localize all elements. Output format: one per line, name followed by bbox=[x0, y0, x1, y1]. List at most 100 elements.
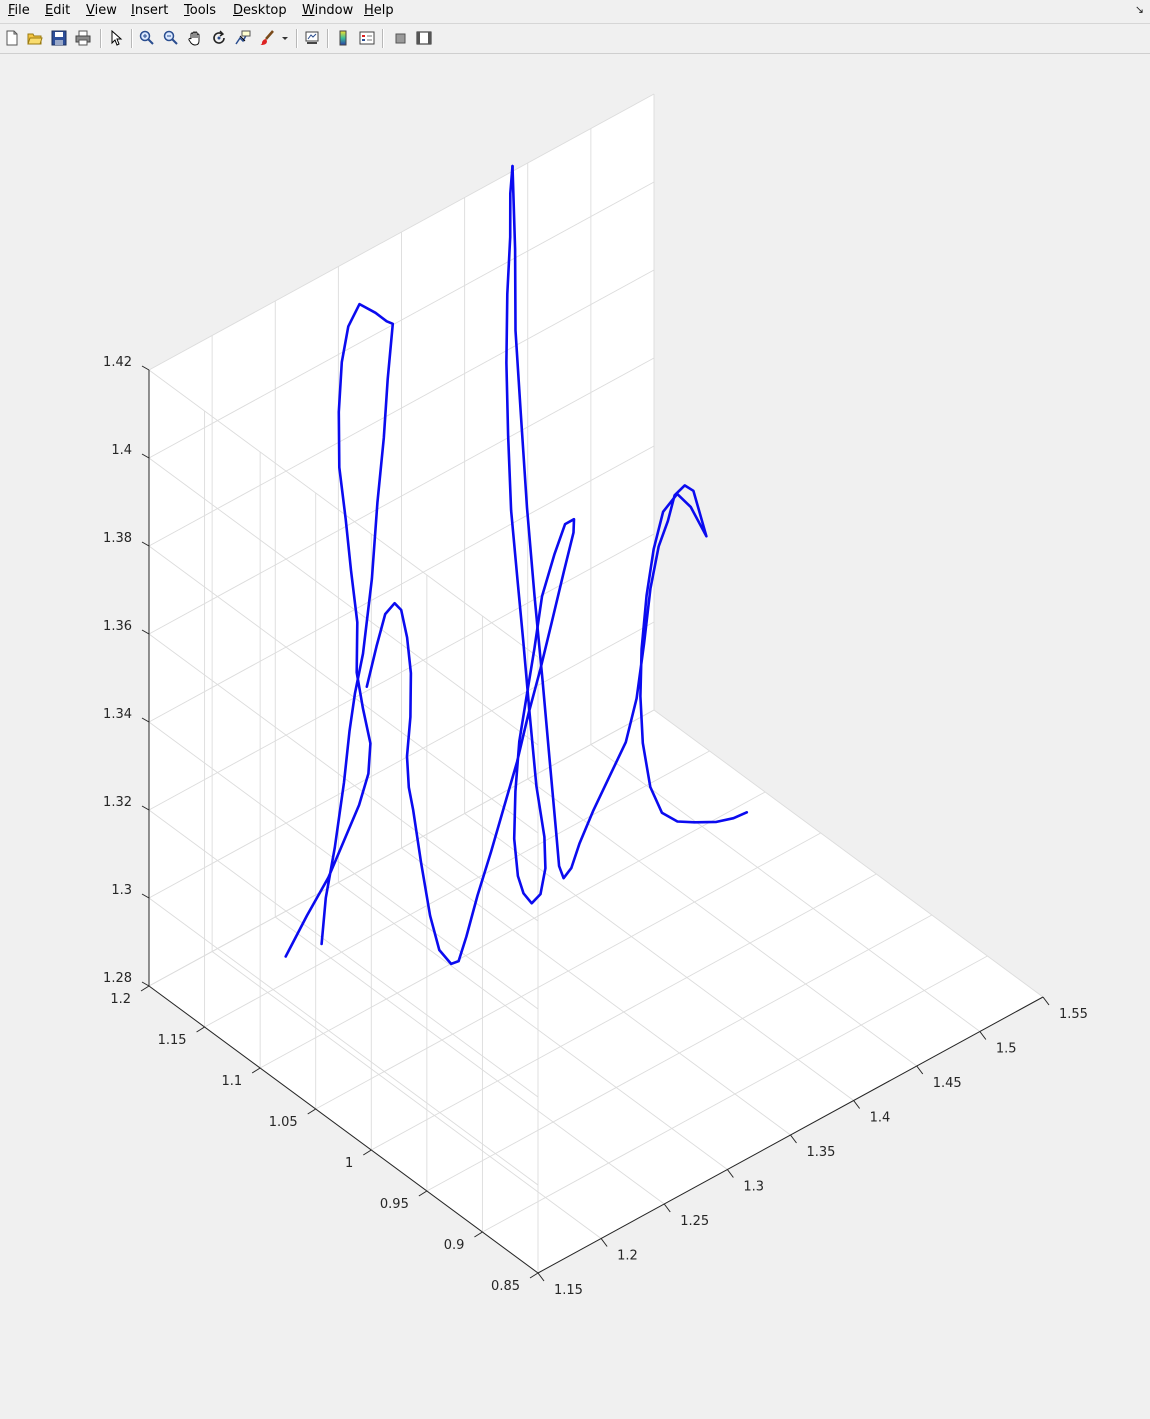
hide-plot-tools-icon[interactable] bbox=[390, 28, 410, 48]
new-figure-icon[interactable] bbox=[2, 28, 22, 48]
x-tick-mark bbox=[979, 1031, 987, 1040]
x-tick-mark bbox=[790, 1134, 797, 1144]
z-tick-label: 1.36 bbox=[103, 619, 132, 634]
grid-line-z-back bbox=[148, 709, 655, 987]
tick-labels: 1.15 1.2 1.25 1.3 1.35 1.4 1.45 1.5 1.55 0.85 0.9 0… bbox=[103, 355, 1088, 1298]
grid-line-z-back bbox=[148, 181, 655, 459]
brush-icon[interactable] bbox=[257, 28, 277, 48]
open-file-icon[interactable] bbox=[25, 28, 45, 48]
figure-canvas[interactable]: 1.15 1.2 1.25 1.3 1.35 1.4 1.45 1.5 1.55 0.85 0.9 0… bbox=[0, 54, 1150, 1419]
menu-help[interactable]: Help bbox=[364, 3, 394, 18]
toolbar-separator bbox=[100, 29, 102, 48]
menu-bar: File Edit View Insert Tools Desktop Wind… bbox=[0, 0, 1150, 24]
y-axis-line bbox=[148, 985, 539, 1274]
zoom-out-icon[interactable] bbox=[161, 28, 181, 48]
grid-line-z-side bbox=[148, 721, 539, 1010]
menu-desktop[interactable]: Desktop bbox=[233, 3, 287, 18]
toolbar-separator bbox=[327, 29, 329, 48]
side-wall-face bbox=[149, 370, 538, 1273]
grid-line-z-back bbox=[148, 533, 655, 811]
grid-line-x-floor bbox=[527, 778, 918, 1067]
z-tick-mark bbox=[141, 805, 150, 811]
grid-line-y-floor bbox=[204, 750, 710, 1028]
z-tick-mark bbox=[141, 981, 150, 987]
grid-line-z-back bbox=[148, 445, 655, 723]
grid-line-z-back bbox=[148, 621, 655, 899]
x-tick-label: 1.25 bbox=[680, 1214, 709, 1229]
y-tick-mark bbox=[140, 985, 150, 992]
menu-window[interactable]: Window bbox=[302, 3, 354, 18]
grid-line-z-back bbox=[148, 93, 655, 371]
grid-line-x-floor bbox=[401, 847, 791, 1136]
grid-line-x-floor bbox=[464, 813, 854, 1101]
y-tick-mark bbox=[363, 1149, 372, 1156]
y-tick-label: 1.05 bbox=[269, 1115, 298, 1130]
menu-file[interactable]: File bbox=[8, 3, 30, 18]
grid-line-z-side bbox=[148, 545, 539, 834]
y-tick-label: 1.2 bbox=[110, 992, 131, 1007]
x-tick-mark bbox=[726, 1169, 734, 1178]
toolbar-separator bbox=[131, 29, 133, 48]
x-tick-label: 1.35 bbox=[807, 1145, 836, 1160]
brush-dropdown-icon[interactable] bbox=[279, 28, 291, 48]
x-tick-mark bbox=[853, 1100, 861, 1109]
x-tick-mark bbox=[663, 1203, 671, 1213]
data-cursor-icon[interactable] bbox=[233, 28, 253, 48]
grid-line-z-back bbox=[148, 269, 655, 547]
x-tick-label: 1.55 bbox=[1059, 1007, 1088, 1022]
grid-line-z-back bbox=[148, 357, 655, 635]
z-tick-mark bbox=[141, 893, 150, 899]
grid-line-x-floor bbox=[274, 916, 665, 1205]
z-tick-label: 1.42 bbox=[103, 355, 132, 370]
zoom-in-icon[interactable] bbox=[137, 28, 157, 48]
y-tick-mark bbox=[474, 1231, 483, 1238]
menu-tools[interactable]: Tools bbox=[184, 3, 217, 18]
grid-line-x-floor bbox=[590, 744, 981, 1032]
y-tick-label: 0.95 bbox=[380, 1197, 409, 1212]
rotate-3d-icon[interactable] bbox=[209, 28, 229, 48]
edit-plot-icon[interactable] bbox=[106, 28, 126, 48]
z-tick-mark bbox=[141, 541, 150, 547]
grid-line-z-side bbox=[148, 897, 539, 1186]
z-tick-mark bbox=[141, 717, 150, 723]
y-tick-label: 0.85 bbox=[491, 1279, 520, 1294]
data-line-series-2[interactable] bbox=[365, 164, 576, 966]
y-tick-mark bbox=[196, 1026, 205, 1033]
x-tick-label: 1.3 bbox=[743, 1180, 764, 1195]
show-plot-tools-icon[interactable] bbox=[414, 28, 434, 48]
y-tick-label: 1 bbox=[345, 1156, 353, 1171]
menu-insert[interactable]: Insert bbox=[131, 3, 169, 18]
pan-icon[interactable] bbox=[185, 28, 205, 48]
x-tick-label: 1.15 bbox=[554, 1283, 583, 1298]
grid-line-y-floor bbox=[315, 832, 821, 1110]
z-tick-mark bbox=[141, 365, 150, 371]
y-tick-label: 1.15 bbox=[158, 1033, 187, 1048]
link-plot-icon[interactable] bbox=[302, 28, 322, 48]
plot-lines[interactable] bbox=[284, 164, 749, 966]
x-tick-label: 1.2 bbox=[617, 1249, 638, 1264]
x-tick-label: 1.5 bbox=[996, 1042, 1017, 1057]
y-tick-mark bbox=[418, 1190, 428, 1197]
grid-line-z-side bbox=[148, 457, 539, 746]
save-icon[interactable] bbox=[49, 28, 69, 48]
toolbar-separator bbox=[296, 29, 298, 48]
x-tick-label: 1.4 bbox=[870, 1111, 891, 1126]
data-line-series-3[interactable] bbox=[511, 164, 749, 880]
z-tick-mark bbox=[141, 629, 150, 635]
z-tick-label: 1.38 bbox=[103, 531, 132, 546]
y-tick-label: 1.1 bbox=[221, 1074, 242, 1089]
grid-line-y-floor bbox=[259, 791, 766, 1069]
axes-background bbox=[149, 94, 1043, 1273]
x-tick-mark bbox=[600, 1238, 608, 1247]
legend-icon[interactable] bbox=[357, 28, 377, 48]
colorbar-icon[interactable] bbox=[333, 28, 353, 48]
print-icon[interactable] bbox=[73, 28, 93, 48]
toolbar-separator bbox=[382, 29, 384, 48]
data-line-series-1[interactable] bbox=[284, 302, 395, 958]
x-tick-mark bbox=[916, 1065, 924, 1075]
z-tick-label: 1.28 bbox=[103, 971, 132, 986]
grid-line-z-side bbox=[148, 369, 539, 658]
menu-view[interactable]: View bbox=[86, 3, 117, 18]
dock-arrow-icon[interactable]: ↘ bbox=[1134, 3, 1144, 16]
menu-edit[interactable]: Edit bbox=[45, 3, 71, 18]
